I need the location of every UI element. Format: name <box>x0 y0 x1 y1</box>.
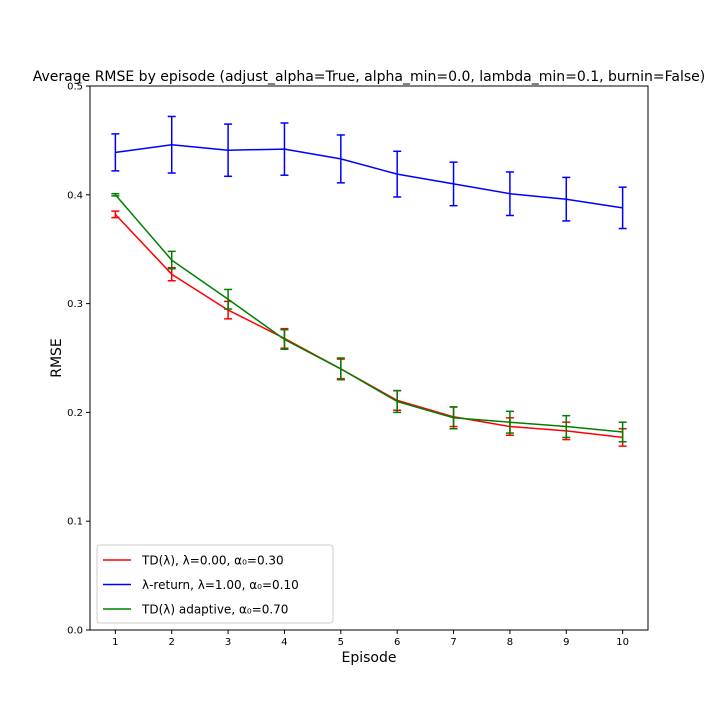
x-tick-label: 6 <box>394 637 400 648</box>
legend-box <box>96 544 334 624</box>
y-axis-label: RMSE <box>49 338 65 378</box>
x-tick-label: 1 <box>112 637 118 648</box>
series-line <box>115 144 623 209</box>
plot-frame <box>89 85 649 631</box>
x-tick-label: 4 <box>281 637 287 648</box>
x-tick-label: 8 <box>507 637 513 648</box>
plot-area <box>111 115 627 447</box>
series-2 <box>111 192 627 443</box>
legend-label: λ-return, λ=1.00, α₀=0.10 <box>142 578 299 592</box>
y-tick-label: 0.1 <box>67 517 83 528</box>
y-tick-label: 0.4 <box>67 190 83 201</box>
x-tick-label: 10 <box>616 637 629 648</box>
y-tick-label: 0.2 <box>67 408 83 419</box>
series-line <box>114 213 623 439</box>
x-tick-label: 5 <box>338 637 344 648</box>
y-tick-label: 0.5 <box>67 82 83 93</box>
x-axis-label: Episode <box>342 650 397 666</box>
y-tick-label: 0.0 <box>67 626 83 637</box>
series-line <box>114 194 623 433</box>
x-tick-label: 7 <box>450 637 456 648</box>
y-tick-label: 0.3 <box>67 299 83 310</box>
series-0 <box>111 210 627 447</box>
axes: 1 2 3 4 5 6 7 8 9 10 0.0 0.1 0.2 0.3 0.4 0.5 <box>67 82 629 649</box>
legend: TD(λ), λ=0.00, α₀=0.30 λ-return, λ=1.00, … <box>96 544 334 624</box>
x-tick-label: 3 <box>225 637 231 648</box>
legend-label: TD(λ) adaptive, α₀=0.70 <box>141 603 288 617</box>
chart-title: Average RMSE by episode (adjust_alpha=Tr… <box>33 69 706 85</box>
x-tick-label: 2 <box>169 637 175 648</box>
legend-label: TD(λ), λ=0.00, α₀=0.30 <box>141 554 284 568</box>
x-tick-label: 9 <box>563 637 569 648</box>
series-1 <box>111 115 627 230</box>
